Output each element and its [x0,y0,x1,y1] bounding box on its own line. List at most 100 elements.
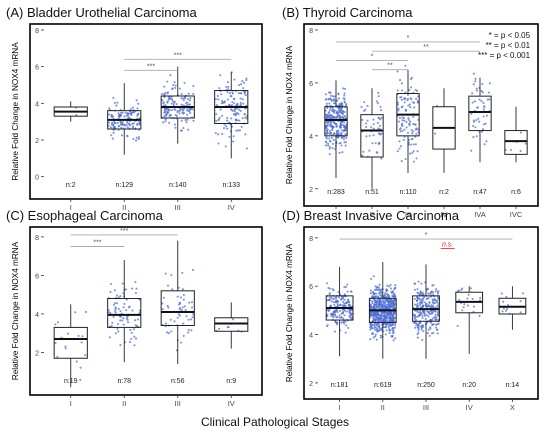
data-point [383,301,386,304]
data-point [417,327,420,330]
data-point [387,300,390,303]
data-point [182,99,185,102]
n-label: n:9 [226,378,236,385]
data-point [478,98,481,101]
data-point [166,101,169,104]
data-point [220,93,223,96]
data-point [326,106,329,109]
data-point [437,292,440,295]
data-point [394,324,397,327]
data-point [420,302,423,305]
data-point [377,95,380,98]
data-point [399,127,402,130]
data-point [377,286,380,289]
data-point [376,151,379,154]
data-point [185,315,188,318]
data-point [223,100,226,103]
data-point [365,122,368,125]
data-point [342,300,345,304]
data-point [379,109,383,112]
data-point [409,106,412,109]
data-point [369,338,372,341]
data-point [509,148,512,152]
data-point [387,326,390,329]
data-point [346,310,349,313]
data-point [245,79,248,82]
data-point [434,299,437,302]
data-point [133,328,136,331]
data-point [412,115,415,118]
data-point [131,309,134,312]
data-point [119,319,122,322]
data-point [472,305,476,308]
data-point [350,313,353,316]
data-point [466,297,469,300]
data-point [331,114,334,118]
y-tick-label: 2 [309,381,313,388]
data-point [116,323,119,326]
data-point [120,126,123,129]
significance-label: ** [423,44,429,51]
data-point [166,331,169,334]
data-point [429,327,432,330]
data-point [138,123,141,126]
data-point [481,91,484,94]
data-point [226,119,229,122]
data-point [216,94,219,97]
data-point [333,313,337,316]
data-point [225,85,228,89]
data-point [215,104,218,107]
data-point [482,123,486,126]
data-point [472,83,475,86]
data-point [427,297,430,300]
data-point [241,79,244,83]
data-point [135,287,138,290]
data-point [383,294,386,297]
data-point [372,307,375,310]
data-point [171,288,174,291]
data-point [337,136,340,139]
data-point [423,296,426,299]
data-point [400,160,403,163]
x-tick-label: III [405,210,411,219]
data-point [174,84,177,87]
data-point [338,316,342,319]
data-point [425,298,428,301]
data-point [163,85,166,88]
data-point [334,320,337,323]
data-point [391,323,394,326]
data-point [436,311,439,314]
data-point [389,283,392,286]
data-point [336,323,339,326]
data-point [407,138,411,141]
panel-frame [29,226,263,396]
data-point [436,296,440,299]
data-point [376,301,379,304]
data-point [379,327,382,330]
data-point [507,303,510,307]
y-tick-label: 8 [309,236,313,243]
data-point [340,297,343,300]
data-point [233,78,236,81]
data-point [180,103,183,106]
data-point [378,288,381,291]
data-point [391,294,394,298]
y-tick-label: 6 [309,284,313,291]
data-point [420,326,423,329]
data-point [404,157,407,161]
data-point [231,92,234,95]
data-point [400,96,403,99]
data-point [467,293,470,296]
data-point [375,313,378,316]
data-point [461,287,464,290]
data-point [337,290,340,294]
legend-row-1: * = p < 0.05 [488,31,531,40]
data-point [436,332,439,335]
data-point [379,319,382,322]
data-point [136,107,139,110]
data-point [160,93,164,96]
data-point [519,300,522,303]
data-point [432,284,435,287]
data-point [326,324,329,328]
